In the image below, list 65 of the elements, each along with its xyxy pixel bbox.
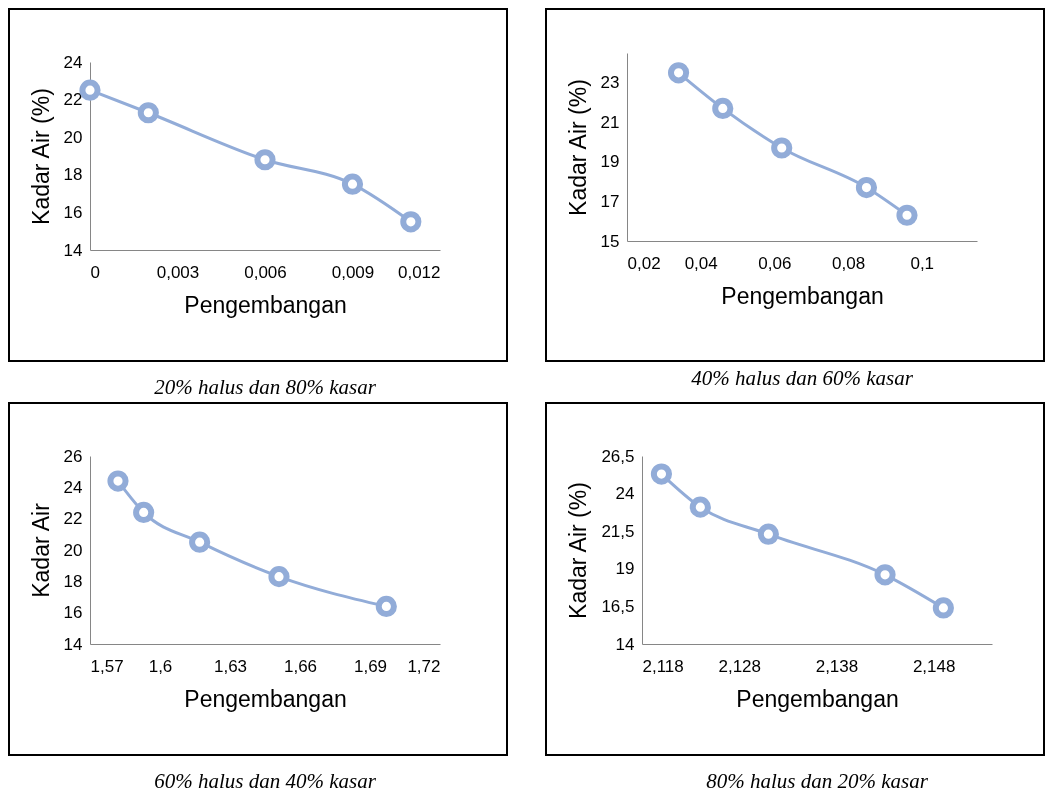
y-tick-label: 17 <box>600 191 620 211</box>
y-tick-label: 18 <box>63 165 83 185</box>
point <box>771 137 793 159</box>
point <box>668 62 690 84</box>
y-tick-label: 21,5 <box>601 521 635 541</box>
x-tick-label: 2,118 <box>642 656 684 676</box>
text: 20% halus dan 80% kasar <box>154 375 377 399</box>
point <box>896 204 918 226</box>
x-tick-label: 2,138 <box>815 656 859 676</box>
y-tick-label: 22 <box>63 90 83 110</box>
x-axis-title: Pengembangan <box>721 282 884 309</box>
x-tick-label: 1,63 <box>213 656 248 676</box>
x-tick-label: 0,003 <box>156 262 200 282</box>
y-tick-label: 26,5 <box>601 446 635 466</box>
x-tick-label: 0 <box>90 262 100 282</box>
x-tick-label: 0,06 <box>758 253 792 273</box>
y-tick-label: 14 <box>63 634 83 654</box>
y-tick-label: 14 <box>63 240 83 260</box>
x-tick-label: 0,08 <box>832 253 866 273</box>
y-axis-title: Kadar Air <box>27 502 54 598</box>
x-tick-label: 1,72 <box>407 656 441 676</box>
text: 80% halus dan 20% kasar <box>706 769 929 793</box>
x-tick-label: 2,128 <box>718 656 761 676</box>
x-tick-label: 0,006 <box>244 262 287 282</box>
y-tick-label: 15 <box>600 231 620 251</box>
text: 60% halus dan 40% kasar <box>154 769 377 793</box>
y-axis-title: Kadar Air (%) <box>564 79 591 216</box>
y-axis-title: Kadar Air (%) <box>565 482 592 619</box>
x-tick-label: 0,04 <box>684 253 718 273</box>
y-tick-label: 24 <box>63 52 83 72</box>
y-tick-label: 16 <box>63 603 83 623</box>
y-tick-label: 26 <box>63 446 83 466</box>
x-axis-title: Pengembangan <box>184 685 347 712</box>
point <box>254 149 276 171</box>
x-tick-label: 1,66 <box>283 656 318 676</box>
x-tick-label: 1,69 <box>353 656 388 676</box>
point <box>137 102 159 124</box>
x-tick-label: 0,009 <box>331 262 375 282</box>
x-tick-label: 0,02 <box>627 253 661 273</box>
y-tick-label: 21 <box>600 112 620 132</box>
x-tick-label: 1,57 <box>90 656 124 676</box>
x-tick-label: 1,6 <box>148 656 173 676</box>
y-tick-label: 18 <box>63 571 83 591</box>
y-tick-label: 20 <box>63 540 83 560</box>
y-tick-label: 24 <box>615 484 635 504</box>
y-axis-title: Kadar Air (%) <box>27 88 54 225</box>
y-tick-label: 14 <box>615 634 635 654</box>
x-axis-title: Pengembangan <box>184 291 347 318</box>
y-tick-label: 23 <box>600 73 620 93</box>
y-tick-label: 19 <box>615 559 635 579</box>
y-tick-label: 16,5 <box>601 596 635 616</box>
x-axis-title: Pengembangan <box>736 685 899 712</box>
y-tick-label: 20 <box>63 127 83 147</box>
point <box>712 97 734 119</box>
y-tick-label: 16 <box>63 202 83 222</box>
y-tick-label: 22 <box>63 509 83 529</box>
x-tick-label: 0,1 <box>910 253 935 273</box>
y-tick-label: 24 <box>63 477 83 497</box>
x-tick-label: 0,012 <box>397 262 441 282</box>
x-tick-label: 2,148 <box>912 656 956 676</box>
point <box>341 173 364 195</box>
point <box>400 211 422 233</box>
y-tick-label: 19 <box>600 152 620 172</box>
point <box>855 177 878 199</box>
text: 40% halus dan 60% kasar <box>691 366 914 390</box>
